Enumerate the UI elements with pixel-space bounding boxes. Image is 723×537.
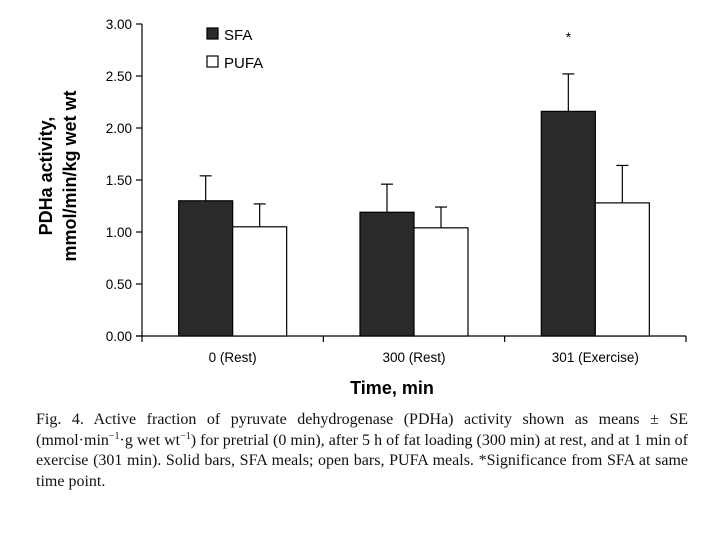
caption-sup1: −1 <box>108 430 120 442</box>
bar-pufa <box>594 202 650 337</box>
y-tick-label: 1.50 <box>106 173 132 188</box>
legend-swatch-pufa <box>206 55 219 68</box>
figure-caption: Fig. 4. Active fraction of pyruvate dehy… <box>36 410 688 492</box>
y-tick-label: 3.00 <box>106 17 132 32</box>
y-tick-label: 1.00 <box>106 225 132 240</box>
caption-label: Fig. 4. <box>36 411 84 428</box>
y-tick-label: 0.00 <box>106 329 132 344</box>
y-axis-title-line1: PDHa activity, <box>36 117 56 236</box>
y-axis-title-line2: mmol/min/kg wet wt <box>60 90 80 261</box>
caption-text-part2: ·g wet wt <box>119 431 181 449</box>
caption-text-part1: Active fraction of pyruvate dehydrogenas… <box>36 411 688 449</box>
caption-text-part3: ) for pretrial (0 min), after 5 h of fat… <box>36 431 688 490</box>
y-tick-label: 2.00 <box>106 121 132 136</box>
significance-marker: * <box>566 30 572 45</box>
bar-pufa <box>232 226 288 337</box>
y-axis: 0.00 0.50 1.00 1.50 2.00 2.50 3.00 <box>106 17 143 344</box>
bars <box>178 110 650 337</box>
bar-sfa <box>540 110 596 337</box>
legend-swatch-sfa <box>206 27 219 40</box>
x-axis: 0 (Rest) 300 (Rest) 301 (Exercise) <box>136 335 687 365</box>
bar-pufa <box>413 227 469 337</box>
x-tick-label: 301 (Exercise) <box>552 350 639 365</box>
caption-sup2: −1 <box>180 430 191 442</box>
bar-sfa <box>178 200 234 337</box>
bar-chart: 0.00 0.50 1.00 1.50 2.00 2.50 3.00 0 (Rest) 300… <box>36 17 687 398</box>
error-bars: * <box>199 30 629 228</box>
y-tick-label: 2.50 <box>106 69 132 84</box>
legend-label-sfa: SFA <box>224 27 252 44</box>
x-tick-label: 300 (Rest) <box>382 350 445 365</box>
legend: SFA PUFA <box>206 27 263 72</box>
x-axis-title: Time, min <box>350 378 434 398</box>
bar-sfa <box>359 211 415 337</box>
y-tick-label: 0.50 <box>106 277 132 292</box>
legend-label-pufa: PUFA <box>224 55 263 72</box>
x-tick-label: 0 (Rest) <box>209 350 257 365</box>
